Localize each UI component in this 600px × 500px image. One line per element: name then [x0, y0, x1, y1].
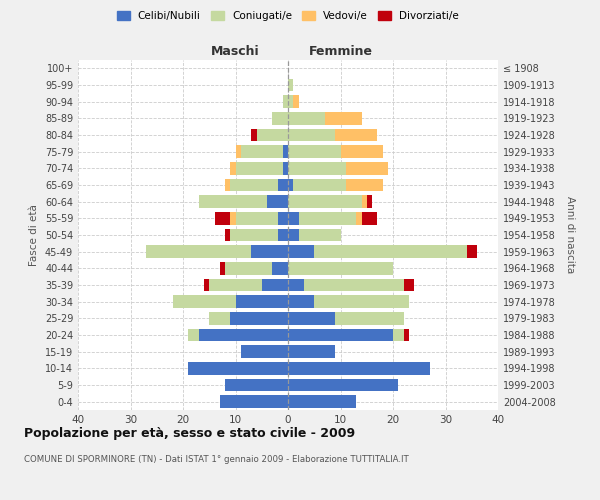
Bar — [361, 212, 377, 224]
Bar — [356, 212, 361, 224]
Bar — [220, 262, 225, 274]
Bar — [288, 346, 335, 358]
Bar — [235, 146, 241, 158]
Bar — [293, 179, 346, 192]
Bar — [230, 162, 235, 174]
Bar — [367, 196, 372, 208]
Bar — [288, 112, 325, 124]
Bar — [251, 246, 288, 258]
Bar — [204, 279, 209, 291]
Bar — [361, 196, 367, 208]
Bar — [220, 396, 288, 408]
Bar — [288, 212, 299, 224]
Bar — [288, 229, 299, 241]
Bar — [299, 229, 341, 241]
Bar — [230, 179, 277, 192]
Bar — [215, 212, 230, 224]
Bar — [288, 246, 314, 258]
Bar — [288, 312, 335, 324]
Bar — [272, 262, 288, 274]
Bar — [262, 279, 288, 291]
Bar — [288, 262, 393, 274]
Bar — [404, 329, 409, 341]
Bar — [288, 279, 304, 291]
Bar — [288, 179, 293, 192]
Bar — [277, 179, 288, 192]
Y-axis label: Anni di nascita: Anni di nascita — [565, 196, 575, 274]
Bar — [393, 329, 404, 341]
Bar — [283, 162, 288, 174]
Bar — [173, 296, 235, 308]
Bar — [277, 212, 288, 224]
Bar — [299, 212, 356, 224]
Bar — [230, 229, 277, 241]
Bar — [267, 196, 288, 208]
Bar — [199, 196, 267, 208]
Bar — [209, 312, 230, 324]
Bar — [235, 212, 277, 224]
Bar — [293, 96, 299, 108]
Bar — [314, 246, 467, 258]
Bar — [235, 162, 283, 174]
Bar — [335, 312, 404, 324]
Bar — [346, 179, 383, 192]
Bar — [404, 279, 414, 291]
Bar — [325, 112, 361, 124]
Bar — [225, 262, 272, 274]
Bar — [225, 229, 230, 241]
Bar — [341, 146, 383, 158]
Bar — [346, 162, 388, 174]
Bar — [288, 362, 430, 374]
Bar — [467, 246, 477, 258]
Bar — [257, 129, 288, 141]
Text: Popolazione per età, sesso e stato civile - 2009: Popolazione per età, sesso e stato civil… — [24, 428, 355, 440]
Text: Maschi: Maschi — [211, 44, 260, 58]
Text: COMUNE DI SPORMINORE (TN) - Dati ISTAT 1° gennaio 2009 - Elaborazione TUTTITALIA: COMUNE DI SPORMINORE (TN) - Dati ISTAT 1… — [24, 455, 409, 464]
Bar — [283, 96, 288, 108]
Bar — [335, 129, 377, 141]
Bar — [288, 162, 346, 174]
Bar — [288, 396, 356, 408]
Bar — [199, 329, 288, 341]
Bar — [225, 179, 230, 192]
Legend: Celibi/Nubili, Coniugati/e, Vedovi/e, Divorziati/e: Celibi/Nubili, Coniugati/e, Vedovi/e, Di… — [114, 8, 462, 24]
Text: Femmine: Femmine — [308, 44, 373, 58]
Bar — [188, 329, 199, 341]
Bar — [288, 196, 361, 208]
Bar — [288, 329, 393, 341]
Bar — [283, 146, 288, 158]
Bar — [235, 296, 288, 308]
Y-axis label: Fasce di età: Fasce di età — [29, 204, 39, 266]
Bar — [314, 296, 409, 308]
Bar — [272, 112, 288, 124]
Bar — [288, 379, 398, 391]
Bar — [288, 146, 341, 158]
Bar — [251, 129, 257, 141]
Bar — [241, 146, 283, 158]
Bar — [230, 312, 288, 324]
Bar — [188, 362, 288, 374]
Bar — [288, 96, 293, 108]
Bar — [288, 79, 293, 92]
Bar — [288, 129, 335, 141]
Bar — [277, 229, 288, 241]
Bar — [146, 246, 251, 258]
Bar — [230, 212, 235, 224]
Bar — [304, 279, 404, 291]
Bar — [241, 346, 288, 358]
Bar — [209, 279, 262, 291]
Bar — [225, 379, 288, 391]
Bar — [288, 296, 314, 308]
